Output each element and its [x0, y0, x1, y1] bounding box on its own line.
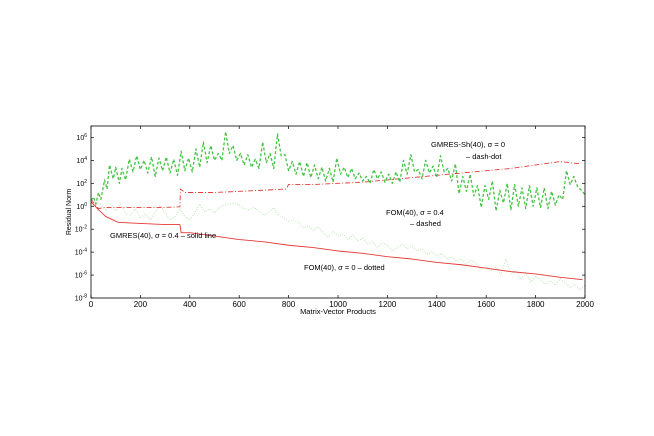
- y-tick-label: 10-2: [75, 225, 87, 234]
- series-line-gmres_sh0: [91, 161, 581, 210]
- plot-area: [91, 131, 585, 291]
- x-tick-label: 0: [89, 300, 94, 309]
- x-tick-label: 1800: [527, 300, 545, 309]
- y-tick-label: 10-4: [75, 248, 87, 257]
- x-tick-label: 1200: [379, 300, 397, 309]
- y-axis: 10-8 10-6 10-4 10-2 100 102 104 106: [75, 133, 585, 303]
- x-tick-label: 2000: [576, 300, 594, 309]
- series-layer: [91, 131, 585, 291]
- x-tick-label: 400: [183, 300, 197, 309]
- annotation-fom04: FOM(40), σ = 0.4: [386, 208, 444, 217]
- x-tick-label: 1600: [477, 300, 495, 309]
- y-tick-label: 102: [76, 179, 87, 188]
- x-tick-label: 1000: [329, 300, 347, 309]
- y-axis-label: Residual Norm: [66, 189, 73, 235]
- x-axis: 0 200 400 600 800 1000 1200 1400 1600 1800 2000: [89, 126, 594, 309]
- annotation-gmres-sh: GMRES-Sh(40), σ = 0: [431, 140, 505, 149]
- annotation-gmres04: GMRES(40), σ = 0.4 – solid line: [110, 231, 216, 240]
- y-tick-label: 10-8: [75, 294, 87, 303]
- annotation-fom04-style: – dashed: [410, 219, 441, 228]
- x-tick-label: 800: [282, 300, 296, 309]
- x-tick-label: 1400: [428, 300, 446, 309]
- annotation-fom0: FOM(40), σ = 0 – dotted: [304, 263, 385, 272]
- series-line-fom0: [91, 195, 585, 291]
- annotation-gmres-sh-style: – dash-dot: [466, 152, 502, 161]
- x-axis-label: Matrix-Vector Products: [300, 307, 376, 316]
- y-tick-label: 106: [76, 133, 87, 142]
- y-tick-label: 10-6: [75, 271, 87, 280]
- x-tick-label: 200: [134, 300, 148, 309]
- x-tick-label: 600: [233, 300, 247, 309]
- series-line-gmres04: [91, 201, 583, 281]
- y-tick-label: 100: [76, 202, 87, 211]
- y-tick-label: 104: [76, 156, 87, 165]
